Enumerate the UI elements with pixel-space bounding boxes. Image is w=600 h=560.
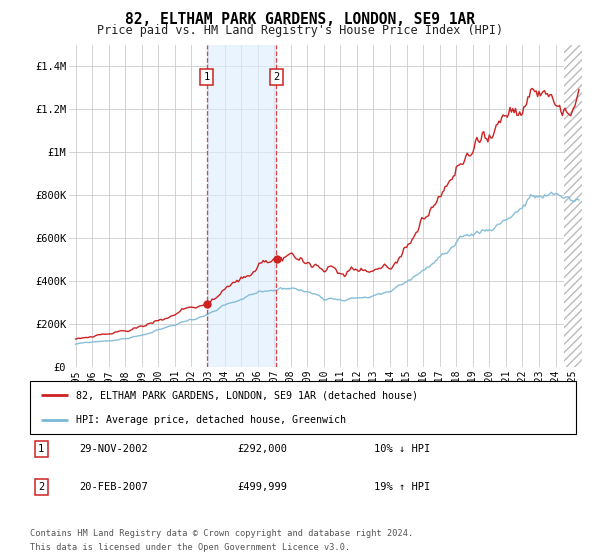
Text: 10% ↓ HPI: 10% ↓ HPI	[374, 444, 430, 454]
Bar	[206, 45, 277, 367]
Text: 82, ELTHAM PARK GARDENS, LONDON, SE9 1AR (detached house): 82, ELTHAM PARK GARDENS, LONDON, SE9 1AR…	[76, 390, 418, 400]
Text: 20-FEB-2007: 20-FEB-2007	[79, 482, 148, 492]
Text: 2: 2	[38, 482, 44, 492]
Text: £292,000: £292,000	[238, 444, 287, 454]
Text: 19% ↑ HPI: 19% ↑ HPI	[374, 482, 430, 492]
Text: £499,999: £499,999	[238, 482, 287, 492]
Bar	[564, 45, 582, 367]
Text: 82, ELTHAM PARK GARDENS, LONDON, SE9 1AR: 82, ELTHAM PARK GARDENS, LONDON, SE9 1AR	[125, 12, 475, 27]
Text: Price paid vs. HM Land Registry's House Price Index (HPI): Price paid vs. HM Land Registry's House …	[97, 24, 503, 37]
Text: 2: 2	[273, 72, 280, 82]
Text: 29-NOV-2002: 29-NOV-2002	[79, 444, 148, 454]
Text: Contains HM Land Registry data © Crown copyright and database right 2024.: Contains HM Land Registry data © Crown c…	[30, 529, 413, 538]
Text: 1: 1	[203, 72, 209, 82]
Bar	[564, 45, 582, 367]
Text: 1: 1	[38, 444, 44, 454]
Text: This data is licensed under the Open Government Licence v3.0.: This data is licensed under the Open Gov…	[30, 543, 350, 552]
Text: HPI: Average price, detached house, Greenwich: HPI: Average price, detached house, Gree…	[76, 414, 346, 424]
